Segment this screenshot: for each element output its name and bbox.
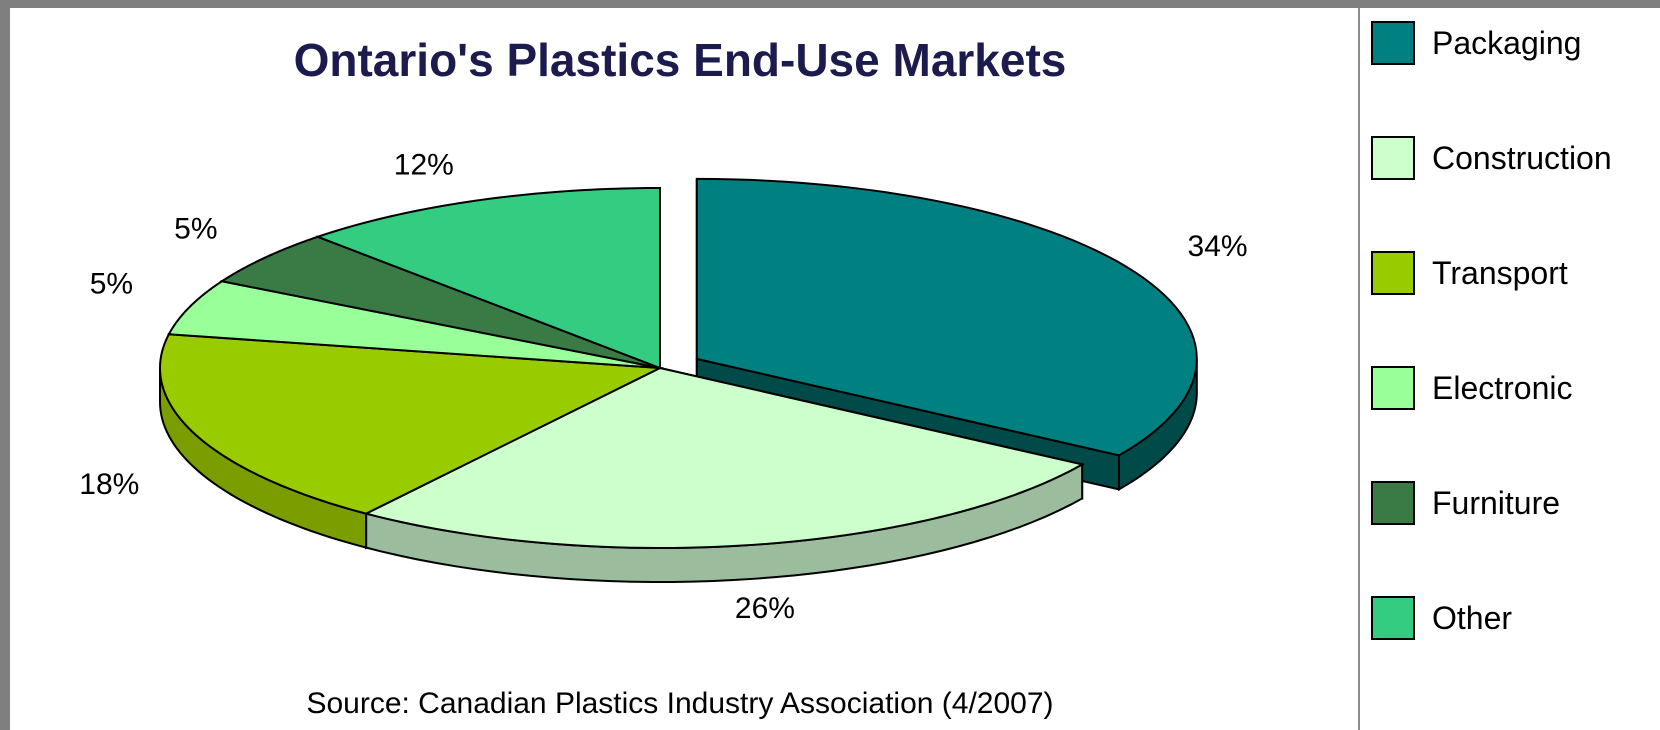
slice-construction — [363, 366, 1085, 550]
legend-label-other: Other — [1432, 600, 1512, 636]
legend-item-electronic: Electronic — [1371, 366, 1573, 410]
legend-item-construction: Construction — [1371, 136, 1612, 180]
data-label-furniture: 5% — [174, 212, 217, 245]
legend-label-transport: Transport — [1432, 255, 1568, 291]
legend-label-electronic: Electronic — [1432, 370, 1573, 406]
legend-item-transport: Transport — [1371, 251, 1568, 295]
data-label-packaging: 34% — [1188, 230, 1248, 263]
chart-title: Ontario's Plastics End-Use Markets — [294, 34, 1067, 86]
chart-legend: Packaging Construction Transport Electronic… — [1358, 8, 1660, 730]
legend-swatch-other — [1371, 596, 1415, 640]
legend-label-construction: Construction — [1432, 140, 1612, 176]
pie-chart: Ontario's Plastics End-Use Markets 34% 26… — [79, 34, 1247, 720]
chart-frame: Ontario's Plastics End-Use Markets 34% 26… — [10, 8, 1660, 730]
legend-swatch-packaging — [1371, 21, 1415, 65]
legend-item-packaging: Packaging — [1371, 21, 1581, 65]
legend-item-other: Other — [1371, 596, 1512, 640]
legend-swatch-construction — [1371, 136, 1415, 180]
slice-electronic — [167, 280, 661, 369]
legend-swatch-transport — [1371, 251, 1415, 295]
legend-item-furniture: Furniture — [1371, 481, 1560, 525]
pie-data-labels: 34% 26% 18% 5% 5% 12% — [79, 149, 1247, 625]
slice-transport — [158, 333, 664, 515]
data-label-electronic: 5% — [90, 268, 133, 301]
data-label-other: 12% — [394, 149, 454, 182]
pie-slices — [158, 177, 1198, 550]
legend-label-furniture: Furniture — [1432, 485, 1560, 521]
slice-furniture — [219, 235, 661, 369]
slice-other — [314, 186, 661, 370]
slice-packaging — [695, 177, 1198, 457]
data-label-transport: 18% — [79, 468, 139, 501]
chart-source: Source: Canadian Plastics Industry Assoc… — [306, 687, 1053, 720]
legend-swatch-furniture — [1371, 481, 1415, 525]
legend-label-packaging: Packaging — [1432, 25, 1581, 61]
legend-swatch-electronic — [1371, 366, 1415, 410]
data-label-construction: 26% — [735, 592, 795, 625]
